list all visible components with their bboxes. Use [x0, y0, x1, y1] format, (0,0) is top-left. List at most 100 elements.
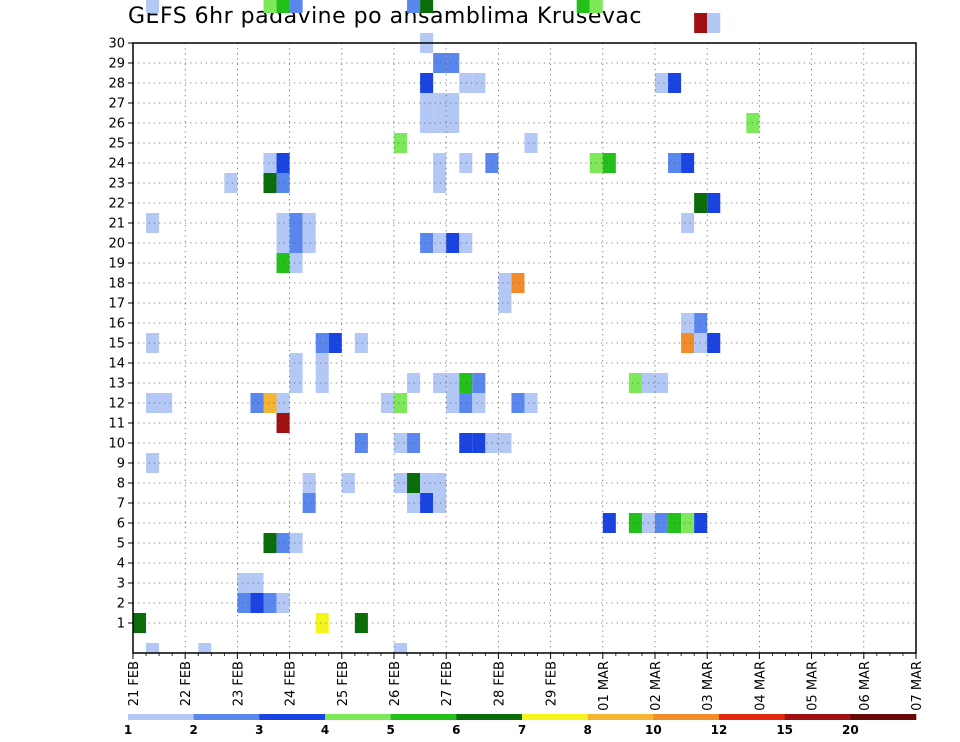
heatmap-cell [380, 393, 394, 413]
colorbar-segment [325, 714, 391, 720]
colorbar-segment [193, 714, 260, 720]
heatmap-cell [276, 213, 290, 233]
x-tick-label: 24 FEB [284, 661, 299, 706]
heatmap-cell [289, 353, 303, 373]
y-tick-label: 17 [108, 297, 125, 312]
y-tick-label: 14 [108, 357, 125, 372]
colorbar-segment [784, 714, 851, 720]
colorbar-segment [128, 714, 194, 720]
x-tick-label: 07 MAR [910, 661, 925, 711]
heatmap-cell [655, 73, 669, 93]
heatmap-cell [289, 373, 303, 393]
heatmap-cell [446, 233, 460, 253]
y-tick-label: 10 [108, 437, 125, 452]
heatmap-cell [420, 73, 434, 93]
heatmap-cell [446, 93, 460, 113]
heatmap-cell [289, 0, 303, 13]
heatmap-cell [655, 513, 669, 533]
heatmap-cell [498, 293, 512, 313]
heatmap-cell [276, 0, 290, 13]
heatmap-cell [315, 373, 329, 393]
heatmap-cell [472, 393, 486, 413]
heatmap-cell [394, 133, 408, 153]
heatmap-cell [289, 533, 303, 553]
heatmap-cell [263, 153, 277, 173]
y-tick-label: 27 [108, 97, 125, 112]
heatmap-cell [354, 613, 368, 633]
heatmap-cell [472, 373, 486, 393]
heatmap-cell [224, 173, 238, 193]
y-tick-label: 8 [117, 477, 125, 492]
y-tick-label: 30 [108, 37, 125, 52]
x-tick-label: 06 MAR [858, 661, 873, 711]
colorbar-segment [456, 714, 523, 720]
chart-title: GEFS 6hr padavine po ansamblima Krusevac [128, 4, 642, 29]
heatmap-cell [341, 473, 355, 493]
heatmap-cell [263, 533, 277, 553]
heatmap-cell [263, 0, 277, 13]
heatmap-cell [394, 393, 408, 413]
heatmap-cell [237, 573, 251, 593]
heatmap-cell [276, 153, 290, 173]
heatmap-cell [315, 333, 329, 353]
heatmap-cell [276, 253, 290, 273]
heatmap-cell [433, 113, 447, 133]
colorbar-label: 3 [255, 723, 263, 737]
colorbar-label: 12 [711, 723, 728, 737]
y-tick-label: 29 [108, 57, 125, 72]
y-tick-label: 3 [117, 577, 125, 592]
heatmap-cell [446, 113, 460, 133]
heatmap-cell [681, 213, 695, 233]
heatmap-cell [315, 353, 329, 373]
x-tick-label: 29 FEB [545, 661, 560, 706]
heatmap-cell [302, 493, 316, 513]
colorbar-label: 8 [583, 723, 591, 737]
x-tick-label: 02 MAR [649, 661, 664, 711]
x-tick-label: 22 FEB [179, 661, 194, 706]
heatmap-cell [472, 73, 486, 93]
x-tick-label: 21 FEB [127, 661, 142, 706]
heatmap-cell [707, 193, 721, 213]
heatmap-cell [407, 433, 421, 453]
heatmap-cell [681, 513, 695, 533]
colorbar-segment [259, 714, 326, 720]
heatmap-cell [250, 393, 264, 413]
heatmap-cell [524, 133, 538, 153]
heatmap-cell [694, 13, 708, 33]
colorbar-label: 5 [386, 723, 394, 737]
heatmap-cell [302, 233, 316, 253]
heatmap-cell [146, 0, 160, 13]
heatmap-cell [433, 53, 447, 73]
heatmap-cell [159, 393, 173, 413]
heatmap-cell [302, 213, 316, 233]
heatmap-cell [576, 0, 590, 13]
heatmap-cell [263, 393, 277, 413]
heatmap-cell [407, 473, 421, 493]
y-tick-label: 6 [117, 517, 125, 532]
heatmap-cell [420, 93, 434, 113]
heatmap-cell [394, 433, 408, 453]
heatmap-cell [237, 593, 251, 613]
y-tick-label: 24 [108, 157, 125, 172]
heatmap-cell [276, 233, 290, 253]
colorbar-segment [522, 714, 588, 720]
y-tick-label: 12 [108, 397, 125, 412]
y-tick-label: 11 [108, 417, 125, 432]
heatmap-cell [289, 213, 303, 233]
y-tick-label: 16 [108, 317, 125, 332]
y-tick-label: 15 [108, 337, 125, 352]
heatmap-cell [146, 393, 160, 413]
y-tick-label: 13 [108, 377, 125, 392]
y-tick-label: 21 [108, 217, 125, 232]
heatmap-cell [133, 613, 147, 633]
heatmap-cell [420, 233, 434, 253]
y-tick-label: 28 [108, 77, 125, 92]
heatmap-cell [681, 153, 695, 173]
colorbar-label: 1 [124, 723, 132, 737]
heatmap-cell [459, 373, 473, 393]
heatmap-cell [433, 153, 447, 173]
heatmap-cell [146, 453, 160, 473]
heatmap-cell [524, 393, 538, 413]
x-tick-label: 05 MAR [806, 661, 821, 711]
x-tick-label: 01 MAR [597, 661, 612, 711]
